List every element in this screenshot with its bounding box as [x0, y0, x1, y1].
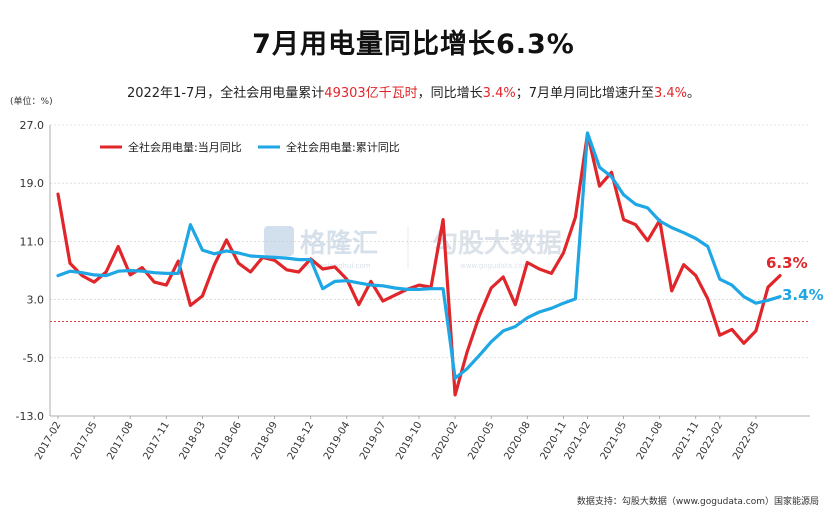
watermark-logo-icon [264, 226, 294, 256]
x-tick-label: 2017-05 [69, 420, 99, 462]
subtitle-highlight: 49303亿千瓦时 [324, 86, 418, 101]
watermark-right: 勾股大数据 [432, 229, 562, 259]
series-group [56, 131, 782, 397]
x-tick-label: 2020-02 [430, 420, 460, 462]
x-tick-label: 2017-02 [33, 420, 63, 462]
x-tick-label: 2018-03 [178, 420, 208, 462]
x-tick-label: 2019-07 [358, 420, 388, 462]
subtitle-text: ；7月单月同比增速升至 [515, 86, 654, 101]
unit-label: (单位：%) [10, 97, 53, 107]
x-tick-label: 2021-05 [599, 420, 629, 462]
legend: 全社会用电量:当月同比 全社会用电量:累计同比 [100, 140, 400, 154]
y-tick-label: -13.0 [16, 410, 44, 423]
y-tick-label: 27.0 [20, 119, 45, 132]
watermark-right-sub: www.gogudata.com [460, 262, 529, 270]
x-tick-label: 2019-04 [322, 420, 352, 462]
y-tick-label: 19.0 [20, 177, 45, 190]
y-tick-label: 11.0 [20, 235, 45, 248]
subtitle-highlight: 3.4% [653, 86, 688, 101]
subtitle-text: 。 [687, 86, 701, 101]
chart-subtitle: 2022年1-7月，全社会用电量累计49303亿千瓦时，同比增长3.4%；7月单… [0, 82, 827, 101]
x-tick-label: 2018-09 [250, 420, 280, 462]
subtitle-highlight: 3.4% [482, 86, 516, 101]
watermark: 格隆汇 www.gelonghui.com 勾股大数据 www.gogudata… [264, 226, 562, 270]
x-tick-label: 2021-08 [635, 420, 665, 462]
x-tick-label: 2020-05 [466, 420, 496, 462]
series-line-cumulative [56, 131, 782, 380]
x-tick-label: 2018-12 [286, 420, 316, 462]
x-tick-label: 2017-08 [105, 420, 135, 462]
watermark-left: 格隆汇 [300, 228, 378, 259]
chart-title: 7月用电量同比增长6.3% [252, 29, 575, 60]
legend-label: 全社会用电量:当月同比 [128, 140, 242, 154]
y-axis: 27.0 19.0 11.0 3.0 -5.0 -13.0 [16, 119, 44, 423]
y-tick-label: 3.0 [27, 294, 45, 307]
x-tick-label: 2022-05 [731, 420, 761, 462]
x-tick-label: 2019-10 [394, 420, 424, 462]
line-chart: 格隆汇 www.gelonghui.com 勾股大数据 www.gogudata… [16, 119, 824, 462]
source-note: 数据支持：勾股大数据（www.gogudata.com）国家能源局 [576, 497, 819, 507]
y-tick-label: -5.0 [23, 352, 44, 365]
subtitle-text: ，同比增长 [417, 86, 483, 101]
end-labels: 6.3% 3.4% [766, 254, 824, 304]
x-axis: 2017-02 2017-05 2017-08 2017-11 2018-03 2018-… [33, 416, 762, 462]
series-line-monthly [56, 132, 782, 397]
x-tick-label: 2017-11 [141, 420, 171, 462]
x-tick-label: 2020-08 [502, 420, 532, 462]
end-label-cumulative: 3.4% [782, 286, 824, 304]
grid [49, 124, 810, 417]
subtitle-text: 2022年1-7月，全社会用电量累计 [126, 86, 325, 101]
legend-label: 全社会用电量:累计同比 [286, 140, 400, 154]
end-label-monthly: 6.3% [766, 254, 808, 272]
x-tick-label: 2018-06 [214, 420, 244, 462]
